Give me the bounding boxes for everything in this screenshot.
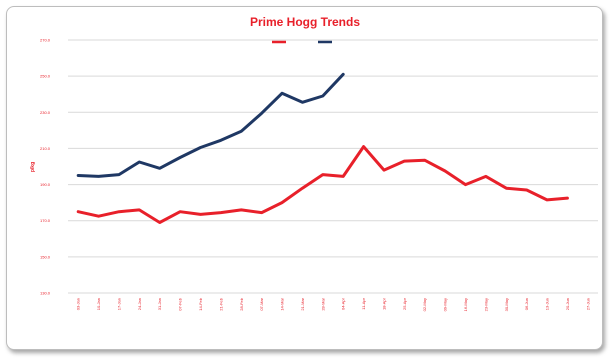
x-tick-label: 04-Apr [341,297,346,310]
x-tick-label: 28-Mar [320,297,325,310]
y-tick-label: 130.0 [40,291,51,296]
y-tick-label: 170.0 [40,218,51,223]
y-tick-label: 190.0 [40,182,51,187]
y-tick-label: 230.0 [40,110,51,115]
x-tick-label: 07-Feb [178,297,183,310]
y-tick-label: 270.0 [40,38,51,43]
x-tick-label: 09-May [443,298,448,311]
series-line-0 [76,145,569,224]
x-tick-label: 25-Apr [402,297,407,310]
x-tick-label: 13-Jun [545,298,550,310]
x-tick-label: 07-Mar [259,297,264,310]
x-tick-label: 28-Feb [239,297,244,310]
x-tick-label: 14-Feb [198,297,203,310]
y-tick-label: 150.0 [40,254,51,259]
x-tick-label: 18-Apr [381,297,386,310]
data-series [76,72,569,224]
x-tick-label: 31-Jan [157,298,162,310]
x-tick-label: 20-Jun [565,298,570,310]
x-tick-label: 30-May [504,298,509,311]
x-tick-label: 17-Jan [116,298,121,310]
series-line-1 [76,72,345,178]
grid-lines [68,39,598,294]
x-tick-label: 06-Jun [524,298,529,310]
x-tick-label: 23-May [483,298,488,311]
x-tick-label: 24-Jan [137,298,142,310]
x-tick-label: 10-Jan [96,298,101,310]
x-tick-label: 11-Apr [361,297,366,309]
x-tick-label: 02-May [422,298,427,311]
x-tick-label: 27-Jun [585,298,590,310]
y-axis-ticks: 130.0 150.0 170.0 190.0 210.0 230.0 250.0 270.0 [40,38,51,296]
x-tick-label: 21-Mar [300,297,305,310]
x-tick-label: 03-Jan [76,298,81,310]
y-axis-label: p/kg [30,162,36,172]
x-tick-label: 14-Mar [280,297,285,310]
y-tick-label: 250.0 [40,74,51,79]
x-axis-ticks: 03-Jan 10-Jan 17-Jan 24-Jan 31-Jan 07-Feb 14-F… [76,297,591,311]
x-tick-label: 21-Feb [218,297,223,310]
y-tick-label: 210.0 [40,146,51,151]
x-tick-label: 16-May [463,298,468,311]
chart-title: Prime Hogg Trends [250,15,360,29]
